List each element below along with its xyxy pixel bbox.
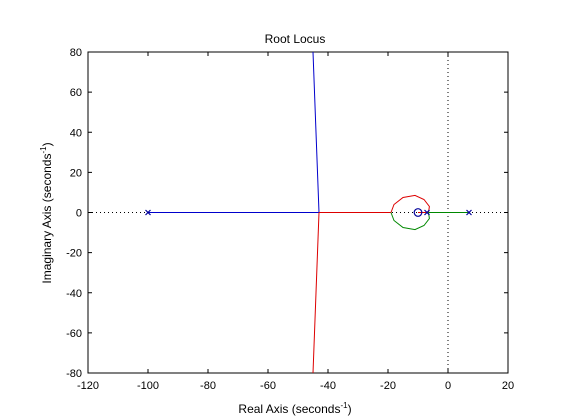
x-tick-label: -20 bbox=[380, 380, 396, 392]
y-axis-label: Imaginary Axis (seconds-1) bbox=[39, 142, 54, 283]
y-tick-label: -60 bbox=[66, 328, 82, 340]
locus-branches bbox=[148, 51, 469, 374]
locus-branch-5 bbox=[390, 194, 430, 213]
axis-ticks: -120 -100 -80 -60 -40 -20 0 20 -80 -60 -40 -20 0 20 40… bbox=[66, 47, 514, 392]
pole-marker-2 bbox=[424, 209, 430, 216]
pole-cross-stroke bbox=[424, 209, 430, 216]
y-tick-label: 40 bbox=[70, 127, 82, 139]
pole-zero-markers bbox=[145, 208, 472, 217]
y-tick-label: -20 bbox=[66, 248, 82, 260]
x-tick-label: -120 bbox=[77, 380, 99, 392]
locus-branch-2 bbox=[312, 51, 320, 213]
pole-marker-3 bbox=[466, 209, 472, 216]
x-axis-label-close: ) bbox=[348, 402, 352, 416]
chart-title: Root Locus bbox=[265, 32, 326, 46]
y-tick-label: 80 bbox=[70, 47, 82, 59]
x-tick-label: -40 bbox=[320, 380, 336, 392]
x-tick-label: -60 bbox=[260, 380, 276, 392]
y-axis-label-main: Imaginary Axis (seconds bbox=[40, 154, 54, 284]
x-tick-label: -80 bbox=[200, 380, 216, 392]
y-tick-label: -40 bbox=[66, 288, 82, 300]
y-axis-label-close: ) bbox=[40, 142, 54, 146]
plot-area: -120 -100 -80 -60 -40 -20 0 20 -80 -60 -40 -20 0 20 40… bbox=[66, 47, 514, 392]
x-axis-label-main: Real Axis (seconds bbox=[238, 402, 340, 416]
y-tick-label: 20 bbox=[70, 167, 82, 179]
pole-cross-stroke bbox=[145, 209, 151, 216]
x-tick-label: 0 bbox=[445, 380, 451, 392]
zero-marker-1 bbox=[413, 208, 423, 217]
y-tick-label: 0 bbox=[76, 208, 82, 220]
x-tick-label: 20 bbox=[502, 380, 514, 392]
locus-branch-6 bbox=[390, 212, 430, 231]
locus-branch-3 bbox=[312, 212, 320, 374]
y-axis-label-exponent: -1 bbox=[39, 146, 48, 154]
x-axis-label-exponent: -1 bbox=[340, 401, 348, 410]
x-tick-label: -100 bbox=[137, 380, 159, 392]
pole-marker-1 bbox=[145, 209, 151, 216]
pole-cross-stroke bbox=[466, 209, 472, 216]
x-axis-label: Real Axis (seconds-1) bbox=[238, 401, 351, 416]
y-tick-label: -80 bbox=[66, 368, 82, 380]
y-tick-label: 60 bbox=[70, 87, 82, 99]
